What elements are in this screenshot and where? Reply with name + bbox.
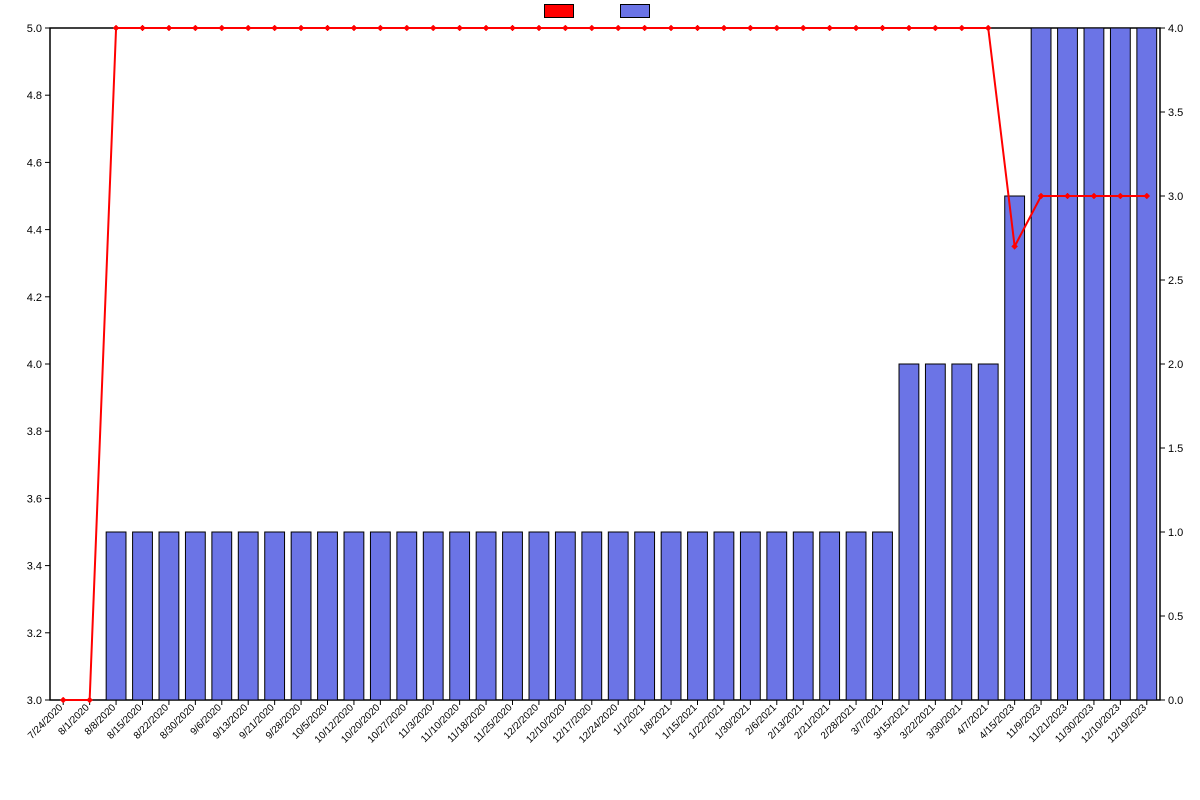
svg-text:4.4: 4.4 — [27, 225, 42, 237]
svg-text:0.5: 0.5 — [1168, 611, 1183, 623]
svg-text:3.4: 3.4 — [27, 561, 42, 573]
svg-text:3.5: 3.5 — [1168, 107, 1183, 119]
svg-text:2.0: 2.0 — [1168, 359, 1183, 371]
legend — [0, 4, 1200, 18]
legend-item-line — [544, 4, 580, 18]
svg-text:0.0: 0.0 — [1168, 695, 1183, 707]
svg-text:3.2: 3.2 — [27, 628, 42, 640]
svg-text:3.6: 3.6 — [27, 493, 42, 505]
svg-text:4.8: 4.8 — [27, 90, 42, 102]
svg-text:4.6: 4.6 — [27, 157, 42, 169]
svg-text:2.5: 2.5 — [1168, 275, 1183, 287]
svg-text:3.0: 3.0 — [27, 695, 42, 707]
chart-svg: 3.0 3.2 3.4 3.6 3.8 4.0 4.2 4.4 4.6 4.8 5.0 0.0 0.5 1… — [0, 0, 1200, 800]
svg-text:4.0: 4.0 — [1168, 23, 1183, 35]
svg-text:1.5: 1.5 — [1168, 443, 1183, 455]
svg-text:5.0: 5.0 — [27, 23, 42, 35]
svg-text:3.8: 3.8 — [27, 426, 42, 438]
svg-text:4.2: 4.2 — [27, 292, 42, 304]
svg-text:4.0: 4.0 — [27, 359, 42, 371]
svg-text:1.0: 1.0 — [1168, 527, 1183, 539]
svg-text:7/24/2020: 7/24/2020 — [26, 702, 66, 742]
combo-chart: 3.0 3.2 3.4 3.6 3.8 4.0 4.2 4.4 4.6 4.8 5.0 0.0 0.5 1… — [0, 0, 1200, 800]
svg-text:3.0: 3.0 — [1168, 191, 1183, 203]
legend-swatch-line — [544, 4, 574, 18]
legend-swatch-bar — [620, 4, 650, 18]
legend-item-bar — [620, 4, 656, 18]
